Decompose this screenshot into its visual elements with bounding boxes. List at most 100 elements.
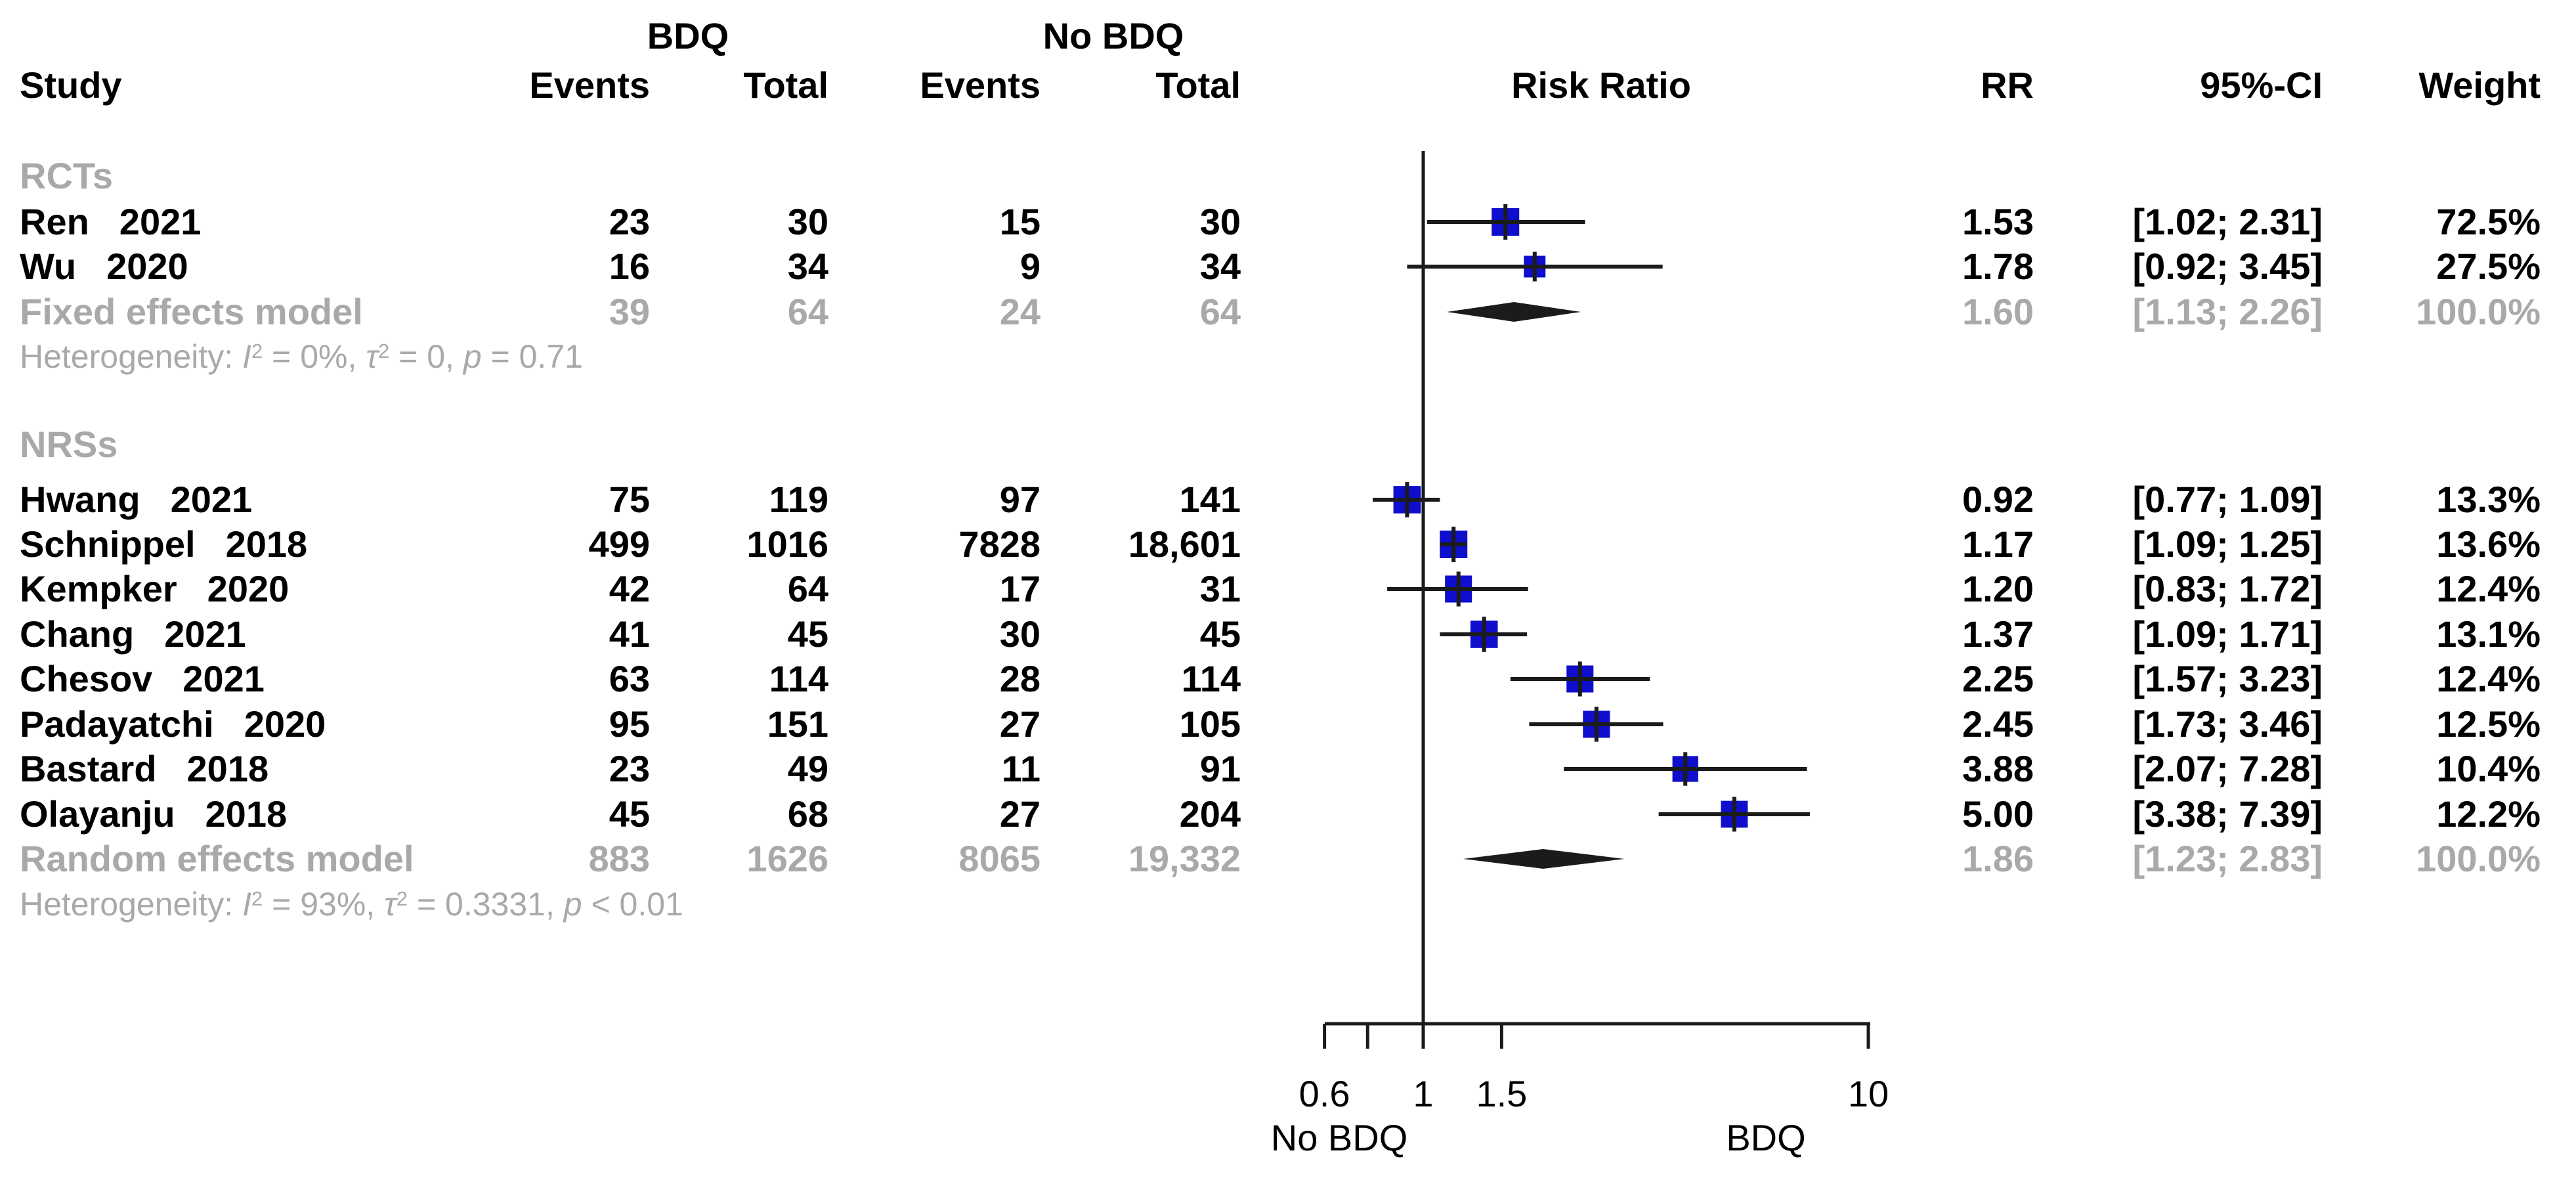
study-events-nobdq: 7828 (958, 523, 1041, 565)
pooled-diamond (1463, 849, 1625, 869)
study-name: Hwang 2021 (20, 479, 253, 520)
axis-tick-label: 1 (1413, 1073, 1434, 1114)
study-total-nobdq: 30 (1199, 201, 1241, 242)
study-events-nobdq: 30 (999, 613, 1041, 655)
effect-marker (1482, 617, 1486, 652)
study-events-nobdq: 27 (999, 703, 1041, 745)
study-total-bdq: 64 (787, 568, 828, 609)
study-events-bdq: 23 (609, 748, 650, 789)
axis-direction-label-left: No BDQ (1270, 1117, 1408, 1158)
axis-tick-label: 1.5 (1476, 1073, 1528, 1114)
study-total-bdq: 151 (767, 703, 828, 745)
study-events-bdq: 95 (609, 703, 650, 745)
study-total-nobdq: 34 (1199, 246, 1241, 287)
study-ci-value: [1.09; 1.25] (2132, 523, 2323, 565)
effect-marker (1451, 527, 1456, 562)
study-weight-value: 13.6% (2436, 523, 2541, 565)
study-weight-value: 10.4% (2436, 748, 2541, 789)
study-ci-value: [1.02; 2.31] (2132, 201, 2323, 242)
effect-marker (1532, 251, 1537, 282)
effect-marker (1503, 204, 1508, 240)
study-name: Chang 2021 (20, 613, 246, 655)
study-rr-value: 1.53 (1962, 201, 2034, 242)
study-name: Ren 2021 (20, 201, 202, 242)
study-total-bdq: 68 (787, 793, 828, 835)
study-name: Wu 2020 (20, 246, 188, 287)
study-rr-value: 1.37 (1962, 613, 2034, 655)
axis-direction-label-right: BDQ (1726, 1117, 1806, 1158)
pooled-rr-value: 1.60 (1962, 291, 2034, 332)
study-name: Olayanju 2018 (20, 793, 288, 835)
study-events-bdq: 23 (609, 201, 650, 242)
study-events-nobdq: 9 (1020, 246, 1041, 287)
study-ci-value: [2.07; 7.28] (2132, 748, 2323, 789)
study-total-bdq: 119 (769, 479, 828, 520)
column-header-events-nobdq: Events (920, 64, 1041, 106)
column-header-total-nobdq: Total (1155, 64, 1241, 106)
column-header-events-bdq: Events (529, 64, 650, 106)
study-ci-value: [0.92; 3.45] (2132, 246, 2323, 287)
study-total-nobdq: 105 (1179, 703, 1241, 745)
axis-tick-label: 10 (1847, 1073, 1889, 1114)
pooled-diamond (1446, 302, 1581, 322)
pooled-ci-value: [1.13; 2.26] (2132, 291, 2323, 332)
study-ci-value: [1.57; 3.23] (2132, 658, 2323, 699)
study-weight-value: 72.5% (2436, 201, 2541, 242)
study-events-nobdq: 28 (999, 658, 1041, 699)
effect-marker (1578, 661, 1582, 697)
study-total-nobdq: 91 (1199, 748, 1241, 789)
column-header-total-bdq: Total (743, 64, 828, 106)
study-events-nobdq: 27 (999, 793, 1041, 835)
study-total-bdq: 114 (769, 658, 828, 699)
column-header-weight: Weight (2418, 64, 2541, 106)
study-ci-value: [1.09; 1.71] (2132, 613, 2323, 655)
study-total-nobdq: 114 (1181, 658, 1241, 699)
effect-marker (1683, 752, 1688, 786)
effect-marker (1456, 571, 1461, 607)
study-weight-value: 12.5% (2436, 703, 2541, 745)
study-weight-value: 27.5% (2436, 246, 2541, 287)
study-total-nobdq: 141 (1179, 479, 1241, 520)
pooled-total-bdq: 64 (787, 291, 828, 332)
effect-marker (1594, 707, 1599, 742)
pooled-events-nobdq: 8065 (958, 838, 1041, 879)
pooled-events-bdq: 883 (588, 838, 650, 879)
study-events-bdq: 499 (588, 523, 650, 565)
study-total-bdq: 49 (787, 748, 828, 789)
study-name: Kempker 2020 (20, 568, 290, 609)
group-header-no-bdq: No BDQ (1042, 15, 1184, 56)
pooled-events-bdq: 39 (609, 291, 650, 332)
pooled-label: Random effects model (20, 838, 414, 879)
effect-marker (1405, 482, 1409, 517)
study-events-bdq: 16 (609, 246, 650, 287)
study-events-bdq: 45 (609, 793, 650, 835)
study-weight-value: 13.3% (2436, 479, 2541, 520)
pooled-weight-value: 100.0% (2416, 291, 2541, 332)
study-rr-value: 2.45 (1962, 703, 2034, 745)
study-events-nobdq: 15 (999, 201, 1041, 242)
study-total-nobdq: 45 (1199, 613, 1241, 655)
study-events-nobdq: 11 (1001, 748, 1041, 789)
column-header-ci: 95%-CI (2200, 64, 2323, 106)
study-weight-value: 12.2% (2436, 793, 2541, 835)
study-events-bdq: 42 (609, 568, 650, 609)
effect-marker (1732, 797, 1736, 832)
pooled-total-nobdq: 64 (1199, 291, 1241, 332)
study-rr-value: 1.17 (1962, 523, 2034, 565)
study-rr-value: 5.00 (1962, 793, 2034, 835)
study-rr-value: 3.88 (1962, 748, 2034, 789)
study-name: Padayatchi 2020 (20, 703, 326, 745)
group-label-nrss: NRSs (20, 424, 118, 465)
study-name: Chesov 2021 (20, 658, 265, 699)
study-total-nobdq: 18,601 (1128, 523, 1241, 565)
study-events-bdq: 75 (609, 479, 650, 520)
study-total-bdq: 1016 (746, 523, 828, 565)
heterogeneity-note: Heterogeneity: I2 = 93%, τ2 = 0.3331, p … (20, 886, 683, 923)
study-events-nobdq: 97 (999, 479, 1041, 520)
pooled-weight-value: 100.0% (2416, 838, 2541, 879)
study-total-nobdq: 204 (1179, 793, 1241, 835)
study-rr-value: 0.92 (1962, 479, 2034, 520)
axis-tick-label: 0.6 (1299, 1073, 1350, 1114)
